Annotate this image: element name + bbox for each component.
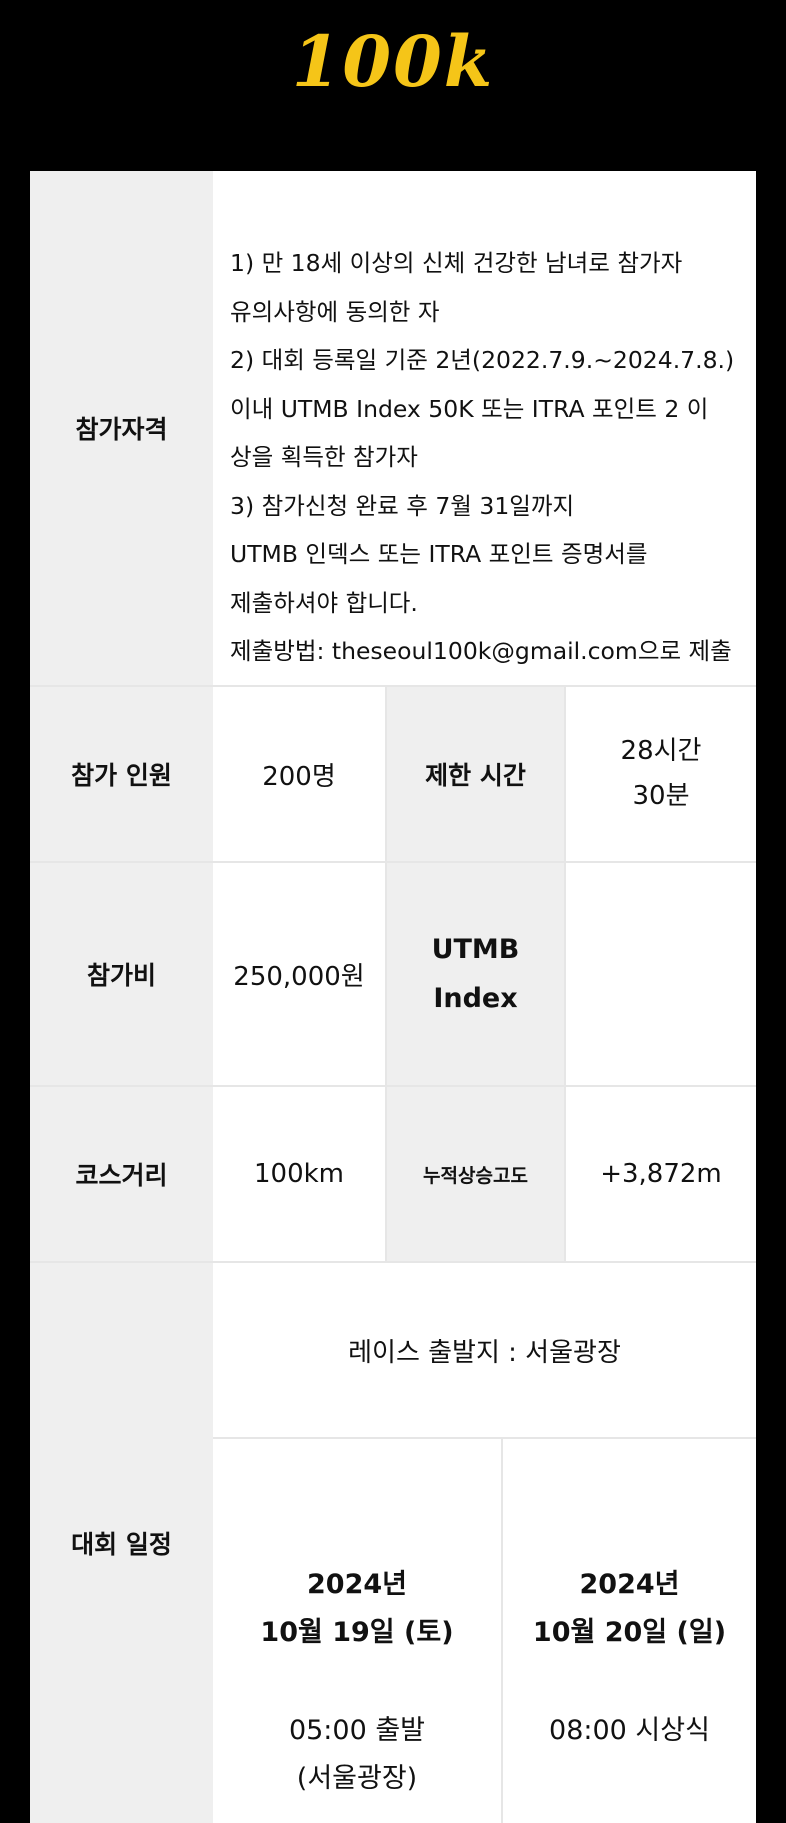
fee-value-cell: 250,000원 xyxy=(213,863,385,1085)
column-divider xyxy=(385,687,387,1261)
row-divider xyxy=(30,685,756,687)
day1-event: 05:00 출발 xyxy=(288,1715,426,1746)
day2-event: 08:00 시상식 xyxy=(549,1715,710,1746)
schedule-day1-cell: 2024년 10월 19일 (토) 05:00 출발 (서울광장) xyxy=(213,1439,501,1823)
time-limit-minutes: 30분 xyxy=(632,781,690,811)
brand-logo: 100k xyxy=(291,20,495,103)
qualification-text: 1) 만 18세 이상의 신체 건강한 남녀로 참가자 유의사항에 동의한 자 … xyxy=(230,239,756,676)
day2-year: 2024년 xyxy=(579,1569,680,1600)
row-divider xyxy=(213,1437,756,1439)
start-location-cell: 레이스 출발지 : 서울광장 xyxy=(213,1263,756,1437)
utmb-value-cell xyxy=(566,863,756,1085)
course-label: 코스거리 xyxy=(75,1161,168,1190)
participants-label: 참가 인원 xyxy=(71,761,172,790)
time-limit-value-cell: 28시간 30분 xyxy=(566,687,756,861)
schedule-day2-cell: 2024년 10월 20일 (일) 08:00 시상식 xyxy=(503,1439,756,1823)
fee-label: 참가비 xyxy=(86,961,156,990)
qualification-line: 3) 참가신청 완료 후 7월 31일까지 xyxy=(230,491,575,520)
participants-value: 200명 xyxy=(262,761,336,792)
day1-place: (서울광장) xyxy=(296,1763,418,1794)
qualification-line: 상을 획득한 참가자 xyxy=(230,443,418,471)
course-label-cell: 코스거리 xyxy=(30,1087,213,1261)
qualification-label-cell: 참가자격 xyxy=(30,171,213,685)
participants-label-cell: 참가 인원 xyxy=(30,687,213,861)
race-info-table: 참가자격 1) 만 18세 이상의 신체 건강한 남녀로 참가자 유의사항에 동… xyxy=(30,171,756,1823)
start-location: 레이스 출발지 : 서울광장 xyxy=(348,1337,621,1368)
row-divider xyxy=(30,861,756,863)
qualification-line: 2) 대회 등록일 기준 2년(2022.7.9.~2024.7.8.) xyxy=(230,346,735,374)
page-header: 100k xyxy=(0,0,786,170)
elevation-label-cell: 누적상승고도 xyxy=(387,1087,564,1261)
fee-value: 250,000원 xyxy=(233,961,365,992)
qualification-line: 제출하셔야 합니다. xyxy=(230,588,418,617)
time-limit-label-cell: 제한 시간 xyxy=(387,687,564,861)
qualification-line: UTMB 인덱스 또는 ITRA 포인트 증명서를 xyxy=(230,540,648,568)
qualification-line: 유의사항에 동의한 자 xyxy=(230,297,440,326)
utmb-label-line2: Index xyxy=(433,983,518,1014)
qualification-line: 이내 UTMB Index 50K 또는 ITRA 포인트 2 이 xyxy=(230,394,709,423)
course-value-cell: 100km xyxy=(213,1087,385,1261)
elevation-value: +3,872m xyxy=(600,1159,722,1189)
schedule-label: 대회 일정 xyxy=(71,1530,172,1559)
column-divider xyxy=(564,687,566,1261)
day1-date: 10월 19일 (토) xyxy=(260,1617,454,1648)
time-limit-label: 제한 시간 xyxy=(425,761,526,790)
fee-label-cell: 참가비 xyxy=(30,863,213,1085)
schedule-label-cell: 대회 일정 xyxy=(30,1263,213,1823)
participants-value-cell: 200명 xyxy=(213,687,385,861)
utmb-label-cell: UTMB Index xyxy=(387,863,564,1085)
utmb-label-line1: UTMB xyxy=(431,934,520,965)
row-divider xyxy=(30,1261,756,1263)
qualification-line: 제출방법: theseoul100k@gmail.com으로 제출 xyxy=(230,637,732,665)
day2-date: 10월 20일 (일) xyxy=(532,1617,727,1648)
column-divider xyxy=(501,1439,503,1823)
day1-year: 2024년 xyxy=(307,1569,407,1600)
course-value: 100km xyxy=(253,1159,344,1189)
qualification-label: 참가자격 xyxy=(75,415,168,444)
time-limit-hours: 28시간 xyxy=(620,736,702,766)
row-divider xyxy=(30,1085,756,1087)
qualification-line: 1) 만 18세 이상의 신체 건강한 남녀로 참가자 xyxy=(230,249,683,277)
elevation-value-cell: +3,872m xyxy=(566,1087,756,1261)
elevation-label: 누적상승고도 xyxy=(423,1164,528,1187)
